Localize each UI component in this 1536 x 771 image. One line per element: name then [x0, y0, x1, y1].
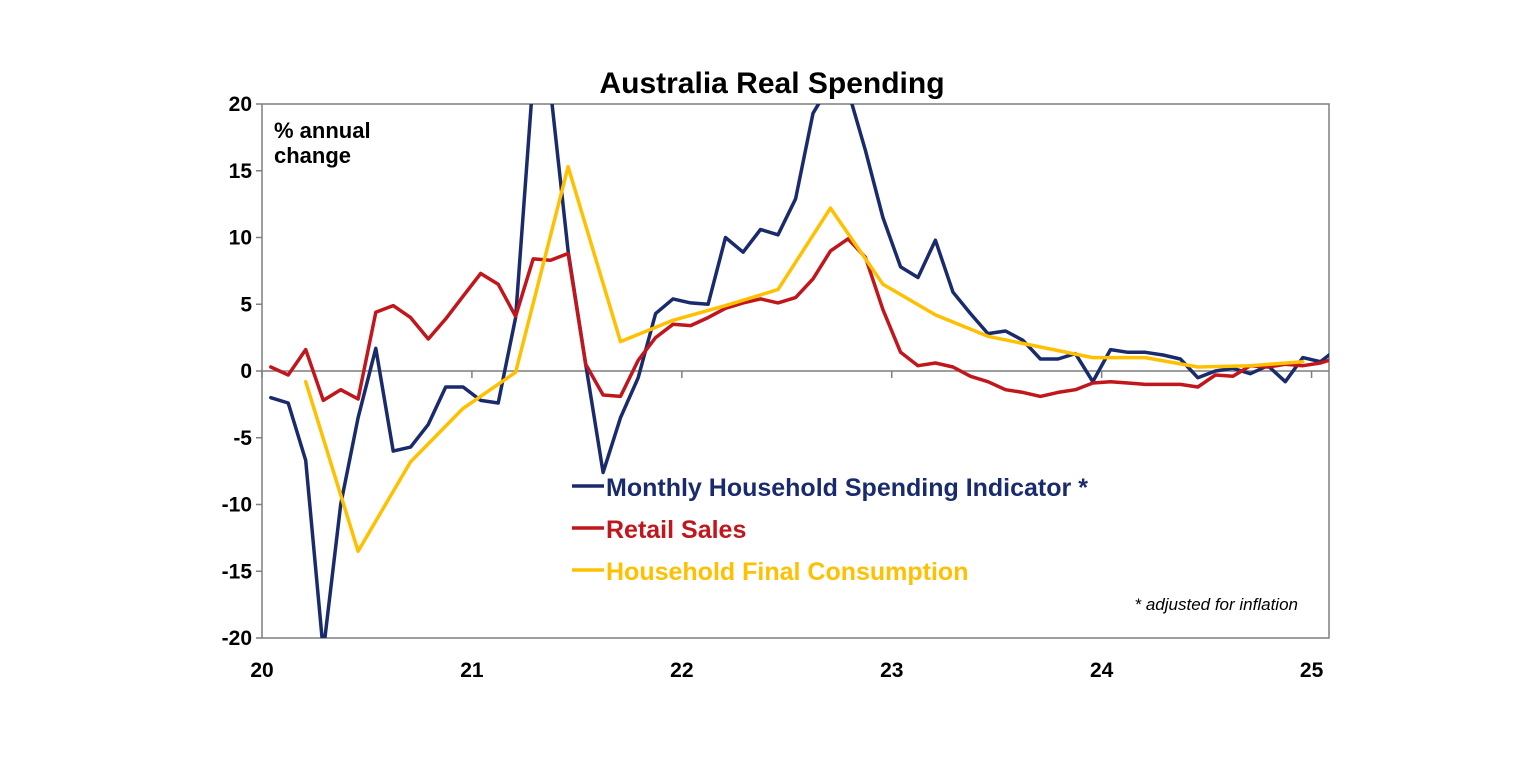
y-tick-label: -5 [233, 427, 252, 450]
footnote: * adjusted for inflation [1135, 595, 1299, 614]
x-tick-label: 23 [880, 659, 903, 682]
x-tick-label: 20 [250, 659, 273, 682]
series-line-household-final-consumption [303, 164, 1305, 553]
y-axis: 20 15 10 5 0 -5 -10 -15 -20 [222, 93, 1329, 650]
x-tick-label: 24 [1090, 659, 1114, 682]
legend: Monthly Household Spending Indicator * Re… [572, 474, 1088, 586]
x-axis: 20 21 22 23 24 25 [250, 371, 1324, 682]
legend-label-household-final-consumption: Household Final Consumption [606, 558, 968, 586]
legend-label-monthly-household-spending-indicator: Monthly Household Spending Indicator * [606, 474, 1088, 502]
series-line-monthly-household-spending-indicator [269, 104, 1329, 638]
x-tick-label: 22 [670, 659, 693, 682]
x-tick-label: 25 [1300, 659, 1324, 682]
series-layer [269, 104, 1329, 638]
y-tick-label: 0 [240, 360, 252, 383]
chart-title: Australia Real Spending [599, 67, 944, 100]
y-tick-label: -10 [222, 494, 252, 517]
y-axis-unit-line-2: change [274, 143, 351, 168]
y-axis-unit-label: % annual change [274, 118, 377, 168]
y-tick-label: 10 [229, 227, 252, 250]
y-axis-unit-line-1: % annual [274, 118, 371, 143]
y-tick-label: -20 [222, 627, 252, 650]
y-tick-label: 15 [229, 160, 253, 183]
x-tick-label: 21 [460, 659, 484, 682]
legend-label-retail-sales: Retail Sales [606, 516, 746, 544]
y-tick-label: 20 [229, 93, 252, 116]
y-tick-label: 5 [240, 293, 252, 316]
series-line-retail-sales [269, 237, 1329, 403]
y-tick-label: -15 [222, 560, 253, 583]
